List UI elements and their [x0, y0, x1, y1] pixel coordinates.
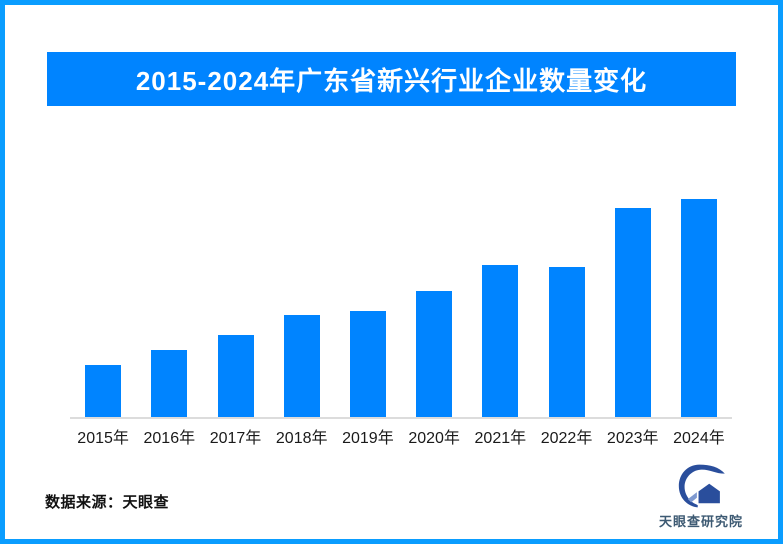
page-title: 2015-2024年广东省新兴行业企业数量变化 — [135, 65, 648, 96]
bar-2018年 — [283, 315, 320, 418]
bar-chart — [70, 150, 732, 418]
x-tick-label: 2024年 — [673, 430, 725, 447]
x-axis-tick-labels: 2015年 2016年 2017年 2018年 2019年 2020年 2021年 2022年… — [70, 428, 732, 450]
bar-2016年 — [151, 350, 188, 418]
bar-slot — [70, 150, 136, 418]
bar-2024年 — [680, 199, 717, 418]
bar-2022年 — [548, 267, 585, 418]
x-tick-label: 2018年 — [275, 430, 328, 447]
bar-slot — [202, 150, 268, 418]
bar-slot — [533, 150, 599, 418]
bar-slot — [467, 150, 533, 418]
bar-2019年 — [349, 311, 386, 418]
brand-logo-text: 天眼查研究院 — [658, 514, 743, 529]
x-tick-label: 2019年 — [342, 430, 394, 447]
x-axis-line — [70, 417, 732, 419]
x-tick-label: 2015年 — [77, 430, 129, 447]
bar-2021年 — [482, 265, 519, 418]
x-tick-label: 2021年 — [474, 430, 527, 447]
bar-slot — [666, 150, 732, 418]
x-tick-label: 2016年 — [143, 430, 196, 447]
bar-slot — [335, 150, 401, 418]
bar-slot — [600, 150, 666, 418]
bar-2020年 — [416, 291, 453, 418]
bar-2023年 — [614, 208, 651, 418]
bar-slot — [269, 150, 335, 418]
brand-logo-block: 天眼查研究院 — [653, 463, 749, 530]
x-tick-label: 2017年 — [209, 430, 262, 447]
title-banner: 2015-2024年广东省新兴行业企业数量变化 — [47, 52, 736, 106]
bar-slot — [401, 150, 467, 418]
tianyancha-logo-icon — [678, 464, 725, 508]
data-source-label: 数据来源：天眼查 — [45, 494, 170, 511]
x-tick-label: 2020年 — [408, 430, 460, 447]
x-tick-label: 2022年 — [540, 430, 593, 447]
bar-slot — [136, 150, 202, 418]
bar-2017年 — [217, 335, 254, 418]
bar-2015年 — [85, 365, 122, 418]
x-tick-label: 2023年 — [606, 430, 659, 447]
